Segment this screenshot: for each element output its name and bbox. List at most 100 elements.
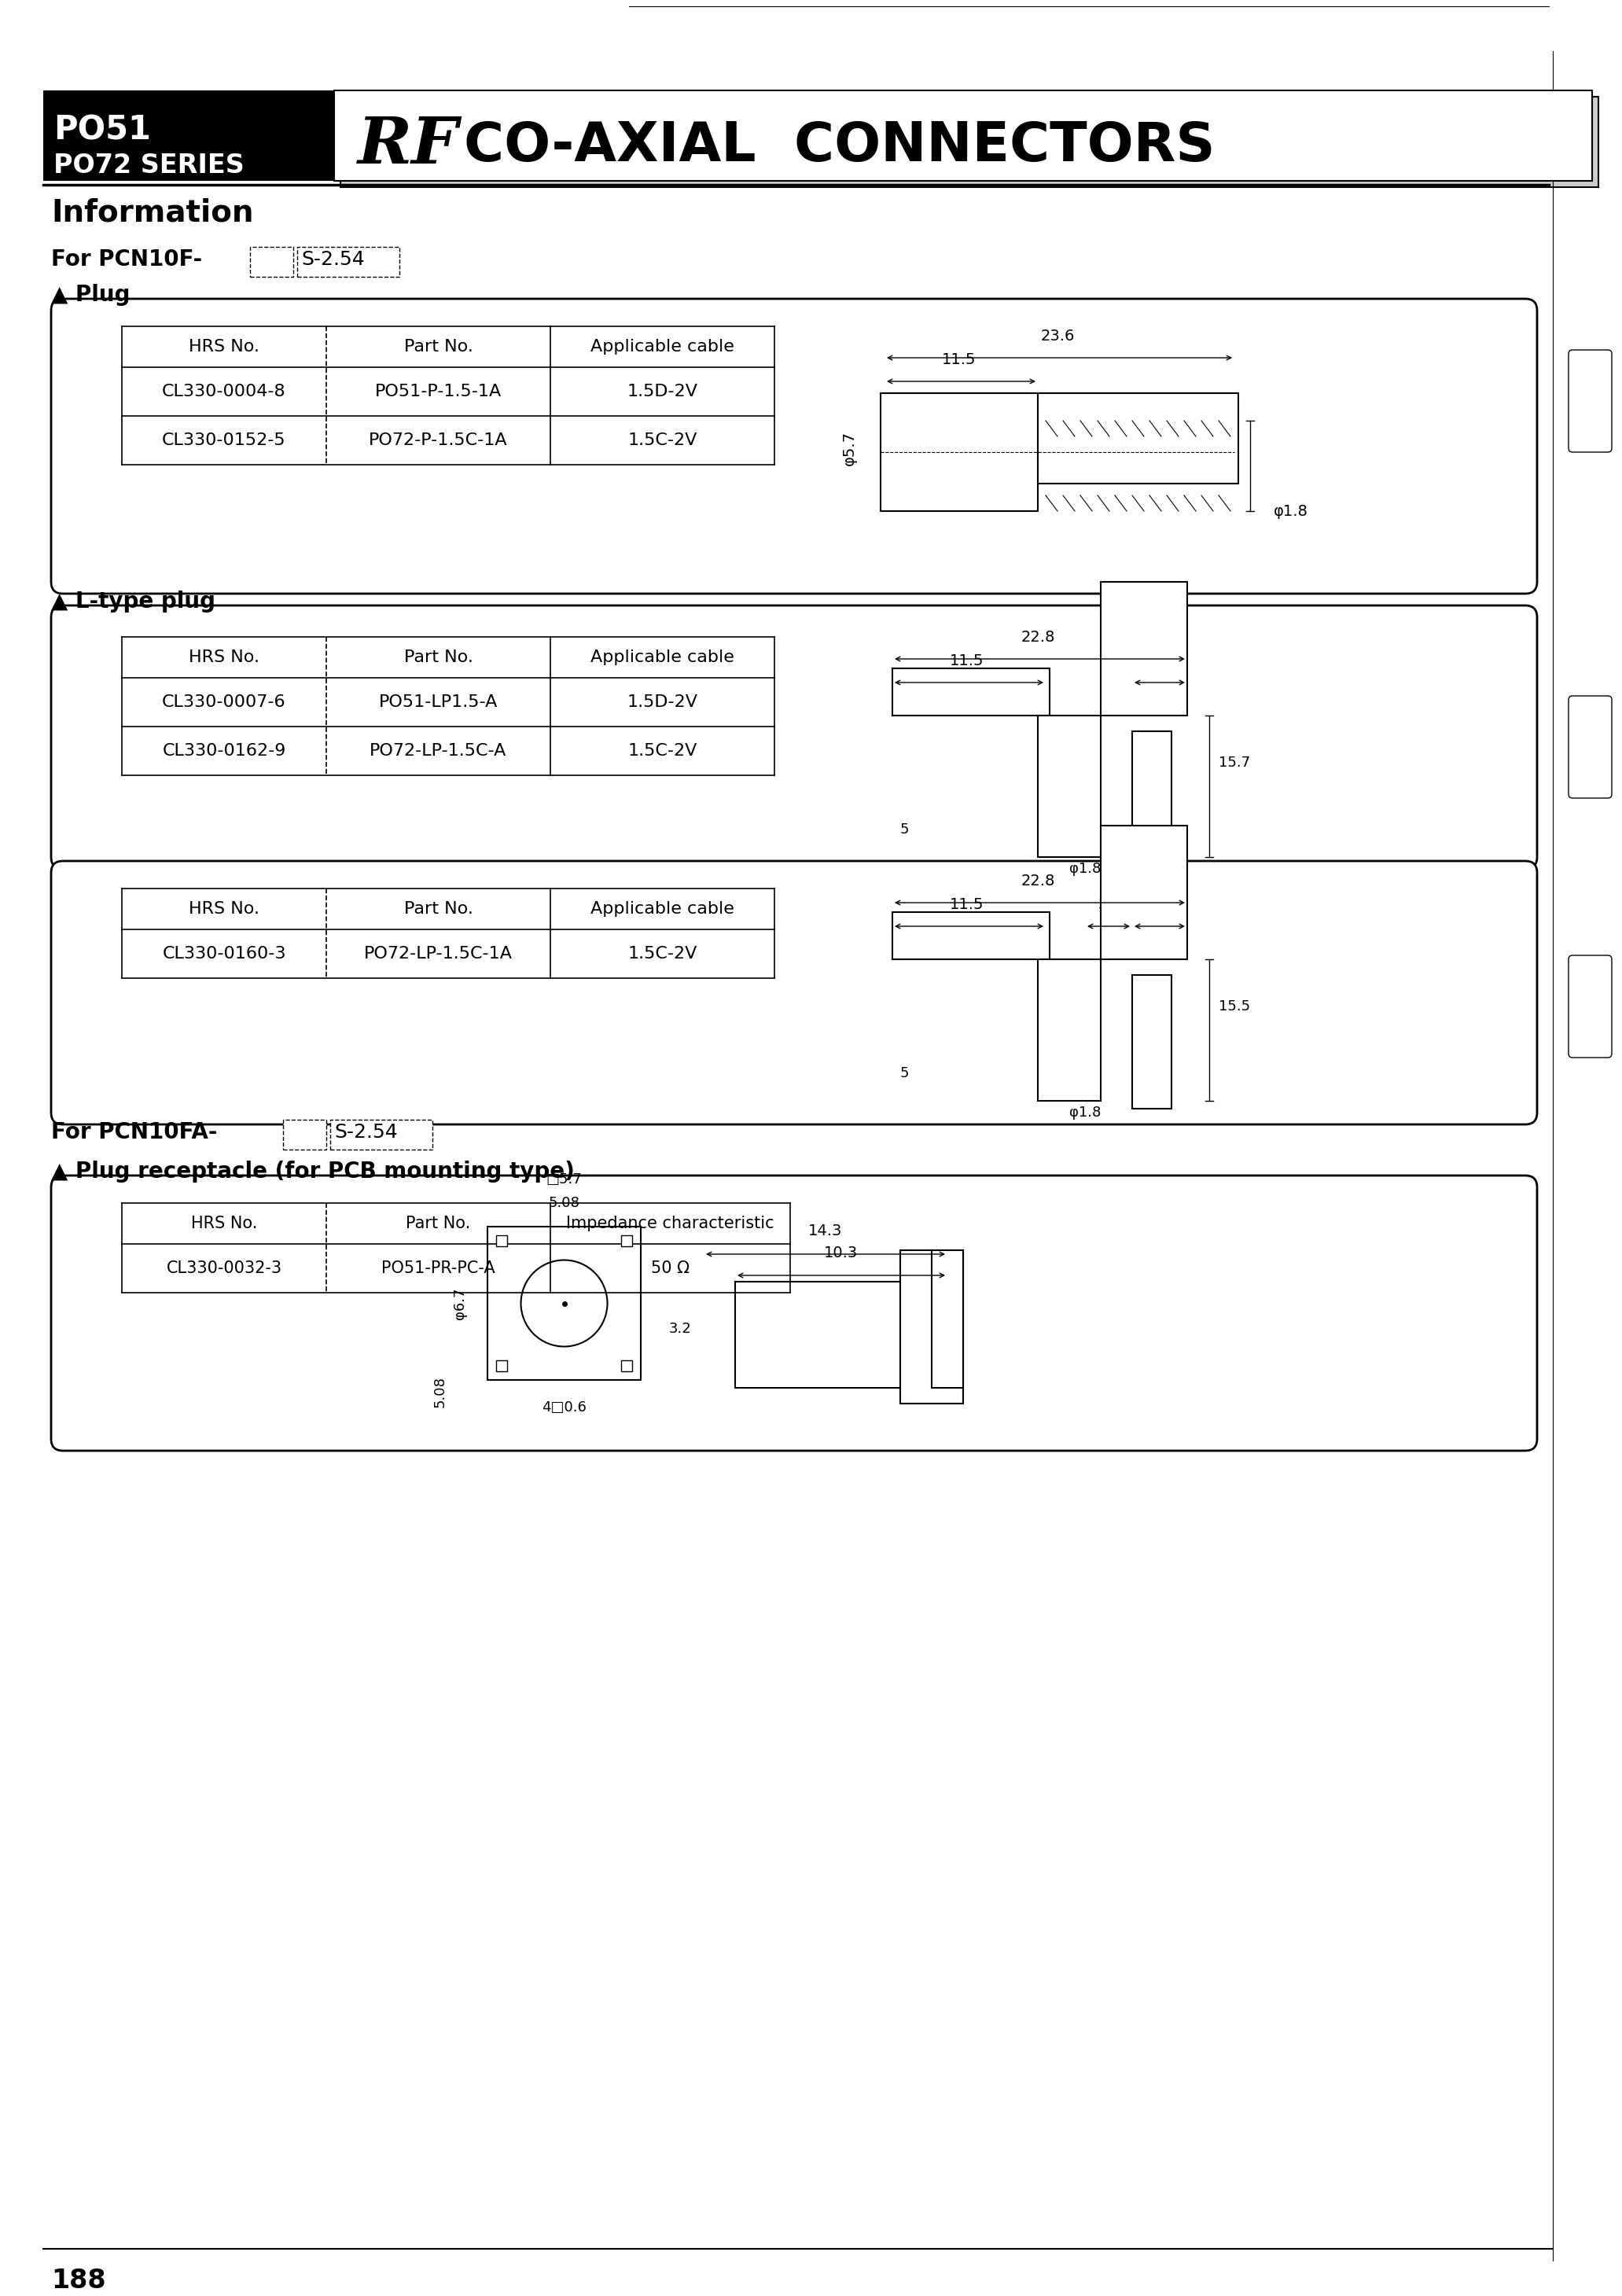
Bar [1038, 393, 1238, 484]
Bar [297, 248, 399, 278]
Text: 50 Ω: 50 Ω [650, 1261, 689, 1277]
Text: S-2.54: S-2.54 [302, 250, 365, 269]
Text: For PCN10F-: For PCN10F- [52, 248, 203, 271]
Text: φ1.8: φ1.8 [1069, 1107, 1101, 1120]
Text: 5: 5 [900, 1065, 908, 1081]
FancyBboxPatch shape [1568, 955, 1612, 1058]
Bar [1101, 581, 1187, 716]
FancyBboxPatch shape [52, 861, 1538, 1125]
Bar [1132, 730, 1171, 866]
Bar [1038, 960, 1101, 1100]
Text: For PCN10FA-: For PCN10FA- [52, 1120, 217, 1143]
Bar [341, 96, 1598, 188]
FancyBboxPatch shape [52, 606, 1538, 868]
Text: 3.5: 3.5 [1150, 898, 1169, 912]
Text: 11.5: 11.5 [942, 351, 976, 367]
Text: 1.5D-2V: 1.5D-2V [628, 693, 697, 709]
Text: φ1.8: φ1.8 [1069, 861, 1101, 877]
Text: 1.5C-2V: 1.5C-2V [628, 946, 697, 962]
Bar [900, 1251, 963, 1403]
Text: ▲ L-type plug: ▲ L-type plug [52, 590, 216, 613]
Text: 3.5: 3.5 [1098, 898, 1119, 912]
Text: HRS No.: HRS No. [188, 900, 260, 916]
Text: PO72-LP-1.5C-1A: PO72-LP-1.5C-1A [363, 946, 513, 962]
Text: 15.5: 15.5 [1218, 999, 1251, 1013]
Text: 1.5C-2V: 1.5C-2V [628, 744, 697, 758]
Text: □5.7: □5.7 [547, 1173, 582, 1187]
Text: 1.5C-2V: 1.5C-2V [628, 432, 697, 448]
Text: 5: 5 [900, 822, 908, 836]
Text: PO72-LP-1.5C-A: PO72-LP-1.5C-A [370, 744, 506, 758]
Text: 10.3: 10.3 [824, 1244, 858, 1261]
Bar [1101, 827, 1187, 960]
Bar [334, 90, 1593, 181]
Text: HRS No.: HRS No. [188, 340, 260, 354]
Bar [892, 668, 1049, 716]
Bar [735, 1281, 947, 1387]
Text: Part No.: Part No. [404, 900, 474, 916]
Text: HRS No.: HRS No. [191, 1215, 258, 1231]
Text: 4□0.6: 4□0.6 [542, 1401, 587, 1414]
Text: Applicable cable: Applicable cable [590, 900, 735, 916]
Bar [1038, 716, 1101, 856]
Bar [931, 1251, 963, 1387]
Text: 11.5: 11.5 [950, 654, 985, 668]
Bar [250, 248, 294, 278]
Text: PO51: PO51 [54, 113, 151, 147]
Bar [496, 1359, 508, 1371]
Bar [621, 1359, 633, 1371]
Text: 15.7: 15.7 [1218, 755, 1251, 769]
Bar [621, 1235, 633, 1247]
Text: CL330-0162-9: CL330-0162-9 [162, 744, 285, 758]
Text: CO-AXIAL  CONNECTORS: CO-AXIAL CONNECTORS [464, 119, 1215, 172]
Text: φ6.7: φ6.7 [453, 1288, 467, 1320]
Bar [284, 1120, 326, 1150]
Text: 14.3: 14.3 [808, 1224, 842, 1238]
Text: PO51-P-1.5-1A: PO51-P-1.5-1A [375, 383, 501, 400]
Bar [1132, 976, 1171, 1109]
Text: Applicable cable: Applicable cable [590, 650, 735, 666]
Text: 11.5: 11.5 [950, 898, 985, 912]
Text: 1.5D-2V: 1.5D-2V [628, 383, 697, 400]
Text: Information: Information [52, 197, 253, 227]
Text: CL330-0007-6: CL330-0007-6 [162, 693, 285, 709]
Bar [44, 90, 334, 181]
FancyBboxPatch shape [1568, 349, 1612, 452]
Text: CL330-0152-5: CL330-0152-5 [162, 432, 285, 448]
Text: 23.6: 23.6 [1040, 328, 1074, 344]
Text: 22.8: 22.8 [1020, 872, 1054, 889]
Text: 22.8: 22.8 [1020, 629, 1054, 645]
Text: CL330-0160-3: CL330-0160-3 [162, 946, 285, 962]
Text: Part No.: Part No. [404, 650, 474, 666]
Text: 3.5: 3.5 [1148, 654, 1171, 668]
Text: CL330-0032-3: CL330-0032-3 [165, 1261, 282, 1277]
Text: Impedance characteristic: Impedance characteristic [566, 1215, 774, 1231]
FancyBboxPatch shape [52, 1176, 1538, 1451]
Text: Part No.: Part No. [406, 1215, 470, 1231]
Text: 5.08: 5.08 [548, 1196, 579, 1210]
Text: CL330-0004-8: CL330-0004-8 [162, 383, 285, 400]
Text: 3.2: 3.2 [668, 1322, 691, 1336]
FancyBboxPatch shape [1568, 696, 1612, 799]
Text: PO72 SERIES: PO72 SERIES [54, 152, 245, 179]
Bar [496, 1235, 508, 1247]
Text: 188: 188 [52, 2268, 105, 2294]
Text: φ5.7: φ5.7 [842, 432, 856, 466]
Text: PO51-LP1.5-A: PO51-LP1.5-A [380, 693, 498, 709]
Bar [881, 393, 1038, 512]
Text: ▲ Plug: ▲ Plug [52, 285, 130, 305]
Text: HRS No.: HRS No. [188, 650, 260, 666]
Text: ▲ Plug receptacle (for PCB mounting type): ▲ Plug receptacle (for PCB mounting type… [52, 1159, 574, 1182]
Bar [331, 1120, 433, 1150]
Bar [488, 1226, 641, 1380]
FancyBboxPatch shape [52, 298, 1538, 595]
Text: φ1.8: φ1.8 [1273, 503, 1309, 519]
Text: S-2.54: S-2.54 [334, 1123, 397, 1141]
Text: PO72-P-1.5C-1A: PO72-P-1.5C-1A [368, 432, 508, 448]
Text: Part No.: Part No. [404, 340, 474, 354]
Text: 5.08: 5.08 [433, 1375, 448, 1407]
Bar [892, 912, 1049, 960]
Text: PO51-PR-PC-A: PO51-PR-PC-A [381, 1261, 495, 1277]
Text: Applicable cable: Applicable cable [590, 340, 735, 354]
Text: RF: RF [358, 115, 459, 177]
